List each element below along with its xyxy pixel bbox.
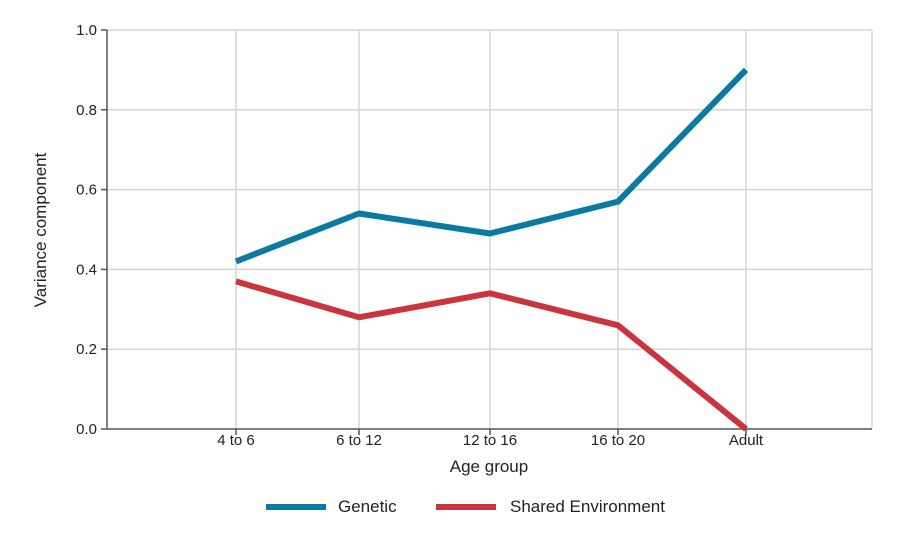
y-tick-label: 0.2 bbox=[76, 341, 97, 358]
y-tick-label: 0.8 bbox=[76, 102, 97, 119]
legend-item-genetic: Genetic bbox=[266, 497, 397, 516]
x-tick-label: 4 to 6 bbox=[217, 432, 255, 449]
x-axis-label: Age group bbox=[450, 457, 528, 476]
series-line-shared-environment bbox=[236, 281, 746, 429]
tick-labels: 0.0 0.2 0.4 0.6 0.8 1.0 4 to 6 6 to 12 12 to 16 1… bbox=[76, 22, 764, 449]
grid bbox=[107, 30, 872, 429]
y-tick-label: 0.4 bbox=[76, 261, 97, 278]
x-tick-label: 12 to 16 bbox=[463, 432, 517, 449]
x-tick-label: Adult bbox=[729, 432, 764, 449]
legend-label-shared-environment: Shared Environment bbox=[510, 497, 665, 516]
legend-item-shared-environment: Shared Environment bbox=[436, 497, 665, 516]
legend: Genetic Shared Environment bbox=[266, 497, 665, 516]
series-lines bbox=[236, 70, 746, 429]
y-tick-label: 0.6 bbox=[76, 182, 97, 199]
series-line-genetic bbox=[236, 70, 746, 262]
y-tick-label: 0.0 bbox=[76, 421, 97, 438]
x-tick-label: 16 to 20 bbox=[591, 432, 645, 449]
y-tick-label: 1.0 bbox=[76, 22, 97, 39]
y-axis-label: Variance component bbox=[31, 152, 50, 307]
legend-label-genetic: Genetic bbox=[338, 497, 397, 516]
x-tick-label: 6 to 12 bbox=[336, 432, 382, 449]
